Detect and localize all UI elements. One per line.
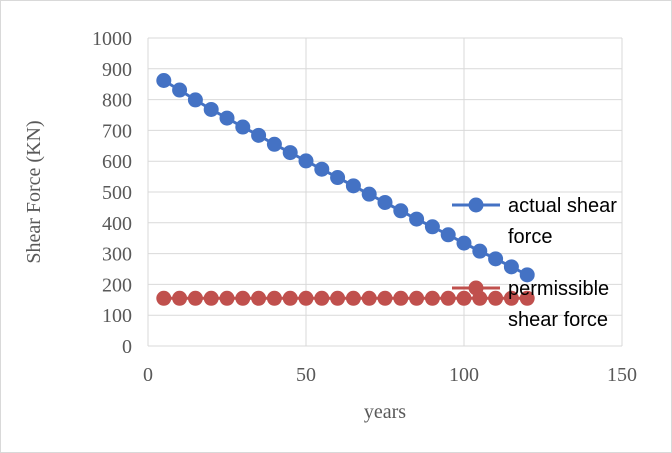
data-point xyxy=(362,291,377,306)
data-point xyxy=(378,195,393,210)
x-tick-label: 0 xyxy=(143,364,153,386)
data-point xyxy=(314,291,329,306)
y-tick-label: 200 xyxy=(102,274,132,296)
x-tick-label: 50 xyxy=(296,364,316,386)
data-point xyxy=(299,291,314,306)
y-tick-label: 1000 xyxy=(92,28,132,50)
y-tick-label: 700 xyxy=(102,120,132,142)
data-point xyxy=(220,111,235,126)
legend-marker xyxy=(469,281,484,296)
data-point xyxy=(235,120,250,135)
data-point xyxy=(172,83,187,98)
data-point xyxy=(251,128,266,143)
data-point xyxy=(409,212,424,227)
legend-marker xyxy=(469,198,484,213)
y-tick-label: 100 xyxy=(102,305,132,327)
data-point xyxy=(441,227,456,242)
data-point xyxy=(378,291,393,306)
data-point xyxy=(299,153,314,168)
data-point xyxy=(283,145,298,160)
data-point xyxy=(425,291,440,306)
data-point xyxy=(393,203,408,218)
data-point xyxy=(204,102,219,117)
data-point xyxy=(172,291,187,306)
y-tick-label: 600 xyxy=(102,151,132,173)
data-point xyxy=(220,291,235,306)
data-point xyxy=(267,137,282,152)
data-point xyxy=(346,178,361,193)
data-point xyxy=(235,291,250,306)
data-point xyxy=(457,291,472,306)
y-tick-label: 300 xyxy=(102,244,132,266)
data-point xyxy=(425,219,440,234)
y-tick-label: 800 xyxy=(102,90,132,112)
data-point xyxy=(330,291,345,306)
data-point xyxy=(488,291,503,306)
legend-label: actual shear xyxy=(508,195,617,217)
data-point xyxy=(283,291,298,306)
data-point xyxy=(188,291,203,306)
data-point xyxy=(488,251,503,266)
data-point xyxy=(251,291,266,306)
y-axis-title: Shear Force (KN) xyxy=(23,120,45,263)
legend-label: permissible xyxy=(508,278,609,300)
y-tick-label: 0 xyxy=(122,336,132,358)
legend-label: shear force xyxy=(508,309,608,331)
data-point xyxy=(156,73,171,88)
x-tick-label: 150 xyxy=(607,364,637,386)
data-point xyxy=(362,187,377,202)
data-point xyxy=(504,259,519,274)
data-point xyxy=(204,291,219,306)
data-point xyxy=(409,291,424,306)
data-point xyxy=(188,92,203,107)
x-tick-label: 100 xyxy=(449,364,479,386)
data-point xyxy=(441,291,456,306)
data-point xyxy=(156,291,171,306)
data-point xyxy=(314,162,329,177)
data-point xyxy=(346,291,361,306)
y-tick-label: 400 xyxy=(102,213,132,235)
data-point xyxy=(472,244,487,259)
y-tick-label: 900 xyxy=(102,59,132,81)
data-point xyxy=(330,170,345,185)
data-point xyxy=(457,236,472,251)
legend-label: force xyxy=(508,226,552,248)
x-axis-title: years xyxy=(364,401,406,423)
y-tick-label: 500 xyxy=(102,182,132,204)
data-point xyxy=(393,291,408,306)
data-point xyxy=(267,291,282,306)
